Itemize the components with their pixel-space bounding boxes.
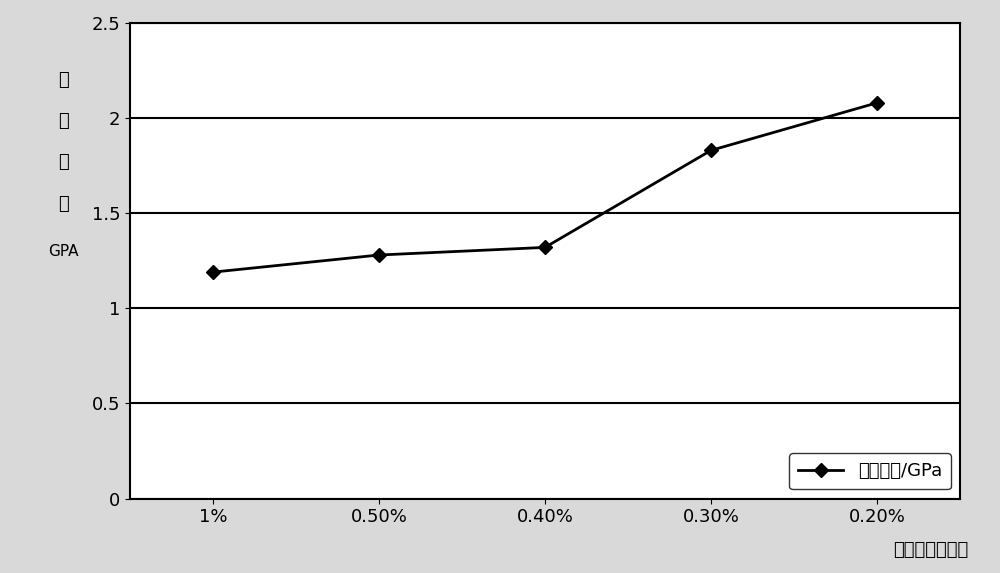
弹性模量/GPa [539,244,551,251]
Text: GPA: GPA [48,244,79,258]
弹性模量/GPa [705,147,717,154]
Line: 弹性模量/GPa: 弹性模量/GPa [208,98,882,277]
Text: 性: 性 [58,112,69,130]
Text: 量: 量 [58,195,69,213]
Text: 模: 模 [58,154,69,171]
Legend: 弹性模量/GPa: 弹性模量/GPa [789,453,951,489]
Text: 弹: 弹 [58,71,69,89]
Text: 硬化剂质量含量: 硬化剂质量含量 [893,541,968,559]
弹性模量/GPa [373,252,385,258]
弹性模量/GPa [207,269,219,276]
弹性模量/GPa [871,99,883,106]
